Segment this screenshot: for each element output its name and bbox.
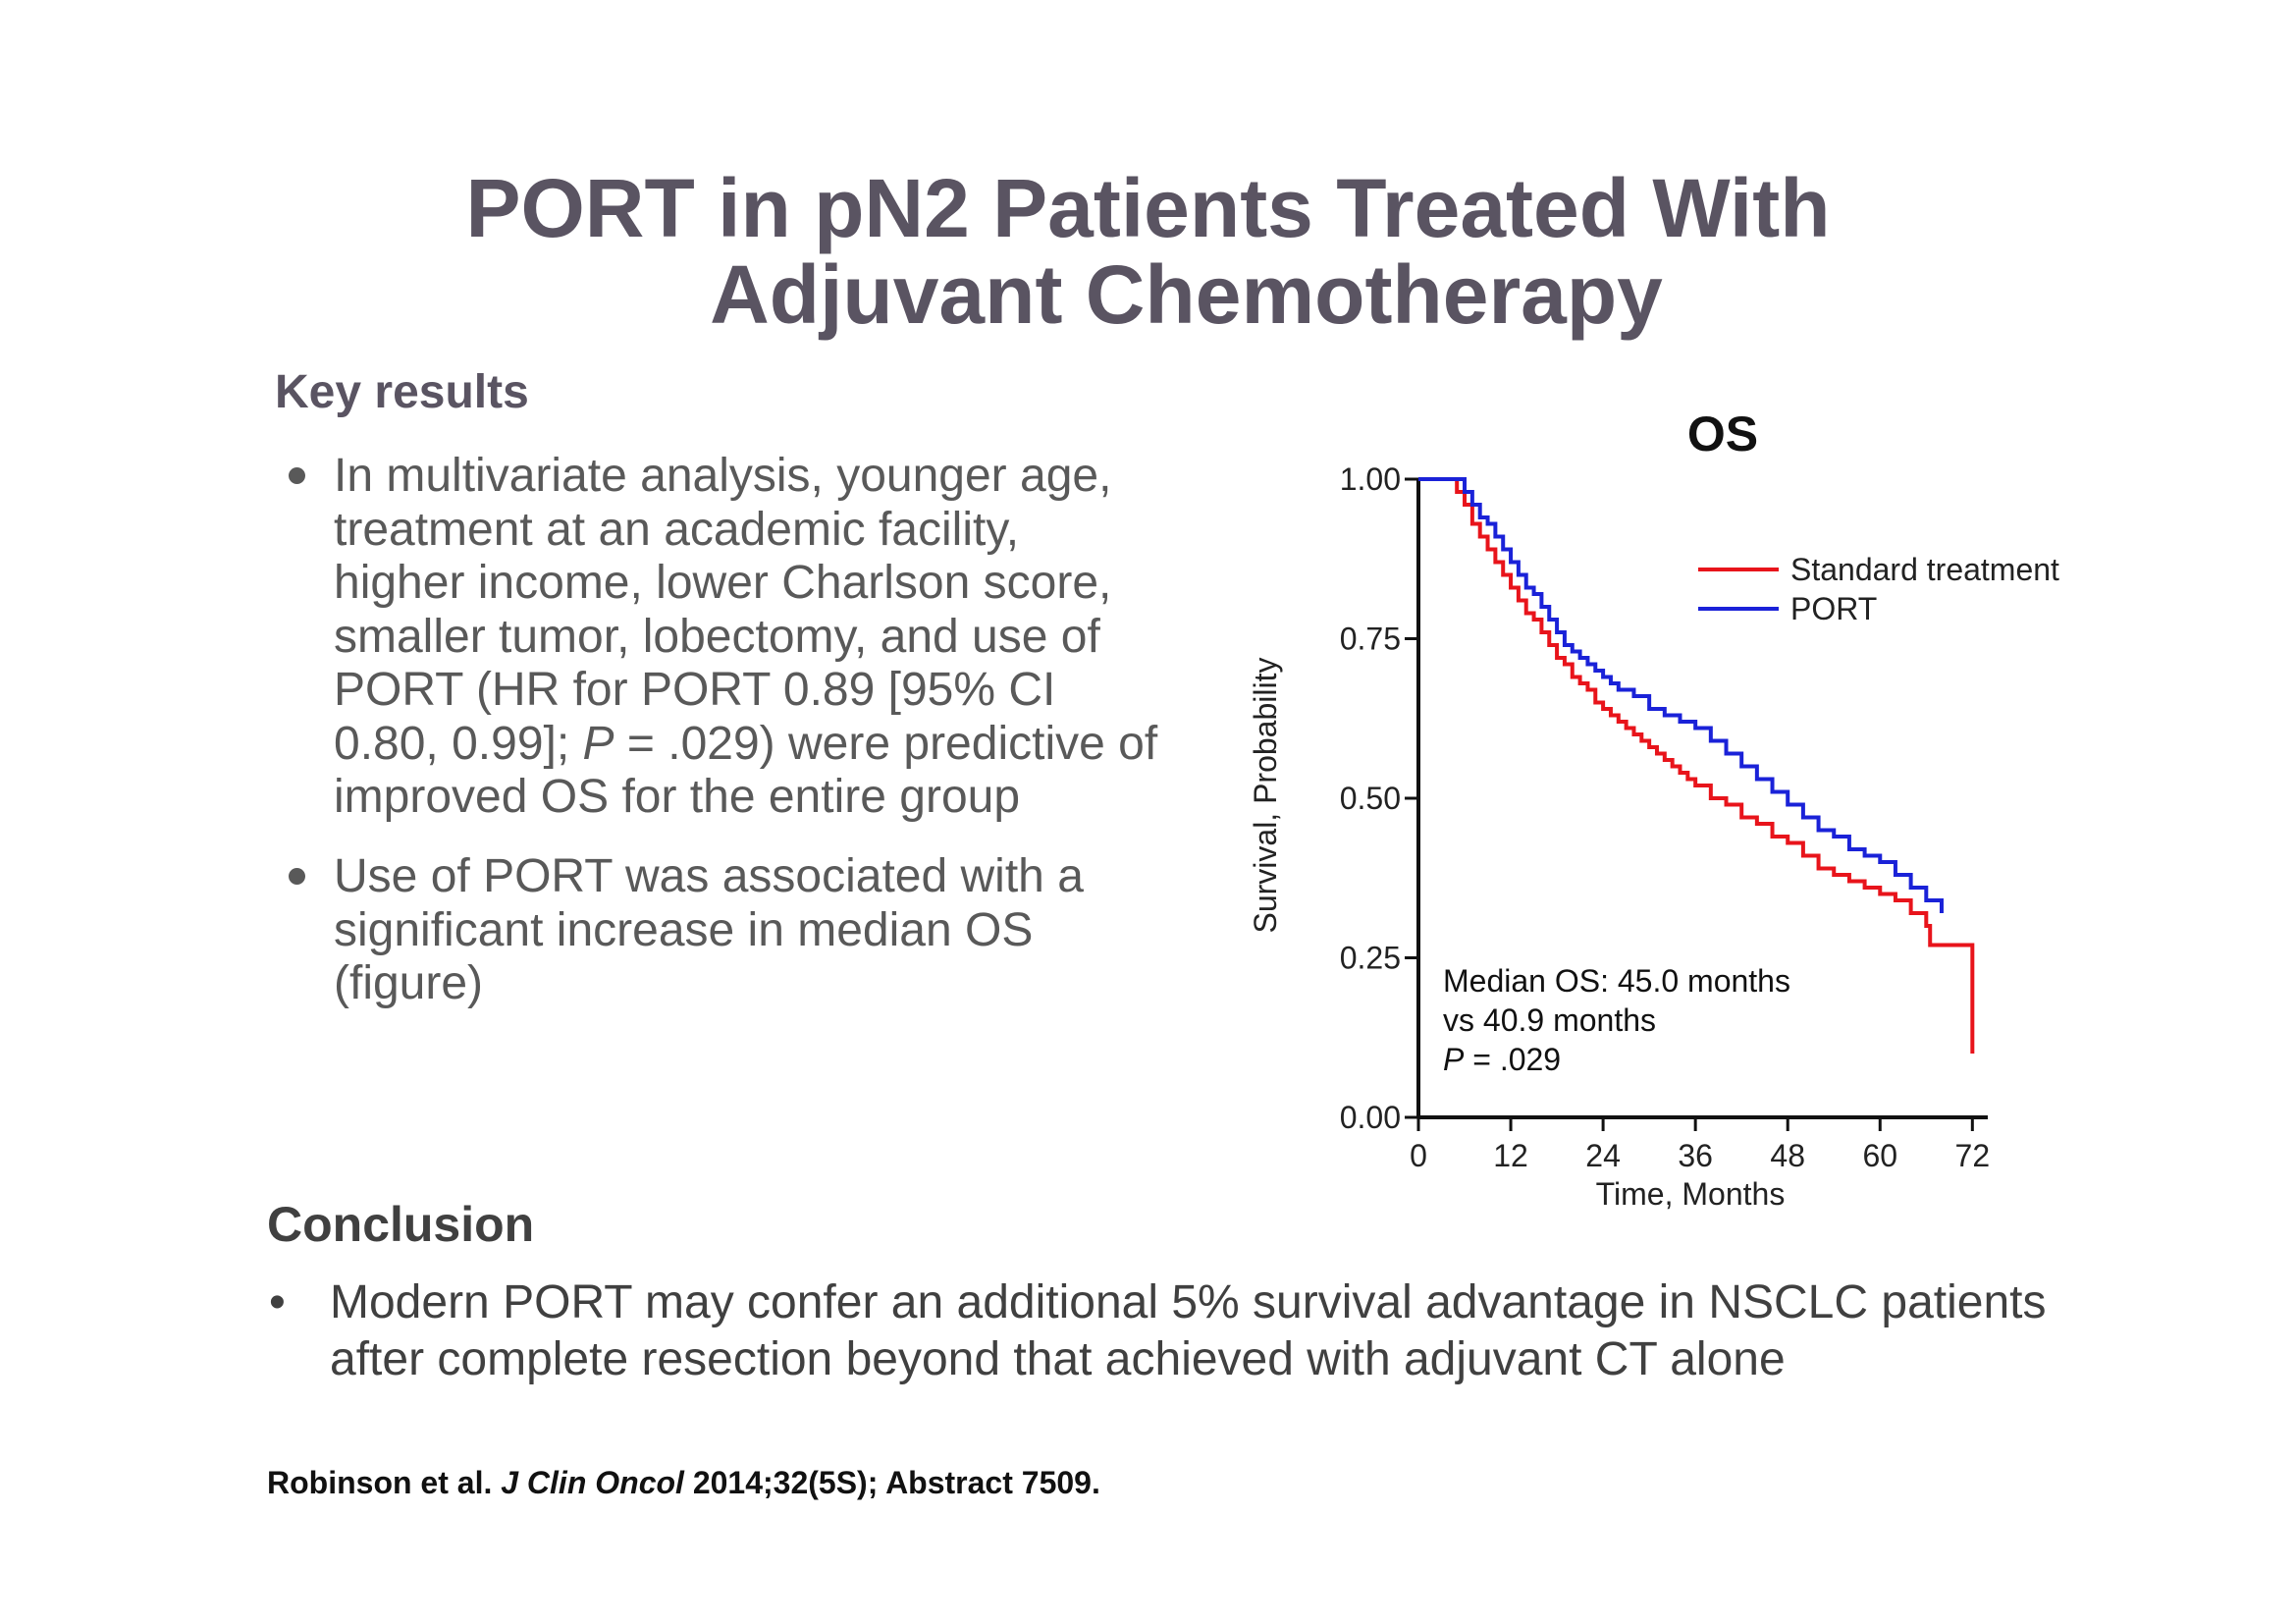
slide-title: PORT in pN2 Patients Treated With Adjuva… bbox=[0, 165, 2296, 338]
y-tick-label: 0.50 bbox=[1340, 781, 1401, 816]
y-tick-label: 1.00 bbox=[1340, 461, 1401, 497]
y-tick-label: 0.25 bbox=[1340, 941, 1401, 976]
median-os-annotation-line2: vs 40.9 months bbox=[1443, 1002, 1656, 1038]
bullet-dot-icon bbox=[289, 868, 305, 885]
conclusion-heading: Conclusion bbox=[267, 1197, 535, 1252]
p-value-annotation: P = .029 bbox=[1443, 1042, 1561, 1077]
series-line-port bbox=[1418, 477, 1944, 913]
chart-legend: Standard treatment PORT bbox=[1698, 552, 2059, 626]
y-tick-label: 0.00 bbox=[1340, 1100, 1401, 1135]
bullet-text: In multivariate analysis, younger age, t… bbox=[334, 450, 1158, 823]
title-line-1: PORT in pN2 Patients Treated With bbox=[465, 162, 1831, 254]
x-tick-label: 72 bbox=[1955, 1138, 1991, 1173]
title-line-2: Adjuvant Chemotherapy bbox=[710, 248, 1663, 341]
legend-label-port: PORT bbox=[1790, 591, 1877, 626]
series-line-standard-treatment bbox=[1418, 477, 1975, 1054]
bullet-dot-icon: • bbox=[269, 1276, 286, 1328]
bullet-text: Use of PORT was associated with a signif… bbox=[334, 850, 1084, 1009]
y-tick-label: 0.75 bbox=[1340, 622, 1401, 657]
x-tick-label: 60 bbox=[1862, 1138, 1897, 1173]
citation: Robinson et al. J Clin Oncol 2014;32(5S)… bbox=[267, 1465, 1100, 1500]
median-os-annotation-line1: Median OS: 45.0 months bbox=[1443, 963, 1790, 999]
chart-plot: 0.00 0.25 0.50 0.75 1.00 0 12 24 36 48 60 72 bbox=[1340, 461, 1990, 1173]
x-tick-label: 24 bbox=[1585, 1138, 1621, 1173]
x-tick-label: 48 bbox=[1770, 1138, 1805, 1173]
chart-title: OS bbox=[1687, 406, 1758, 461]
x-tick-label: 12 bbox=[1493, 1138, 1528, 1173]
x-tick-label: 36 bbox=[1678, 1138, 1713, 1173]
x-tick-label: 0 bbox=[1410, 1138, 1427, 1173]
y-axis-label: Survival, Probability bbox=[1248, 658, 1283, 934]
key-results-heading: Key results bbox=[275, 366, 529, 418]
x-axis-label: Time, Months bbox=[1596, 1176, 1786, 1212]
conclusion-text: Modern PORT may confer an additional 5% … bbox=[330, 1276, 2047, 1385]
legend-label-standard-treatment: Standard treatment bbox=[1790, 552, 2059, 587]
bullet-dot-icon bbox=[289, 467, 305, 484]
os-survival-chart: OS 0.00 0.25 0.50 0.75 1.00 0 12 24 36 48 60 72 Sur… bbox=[1248, 406, 2059, 1212]
